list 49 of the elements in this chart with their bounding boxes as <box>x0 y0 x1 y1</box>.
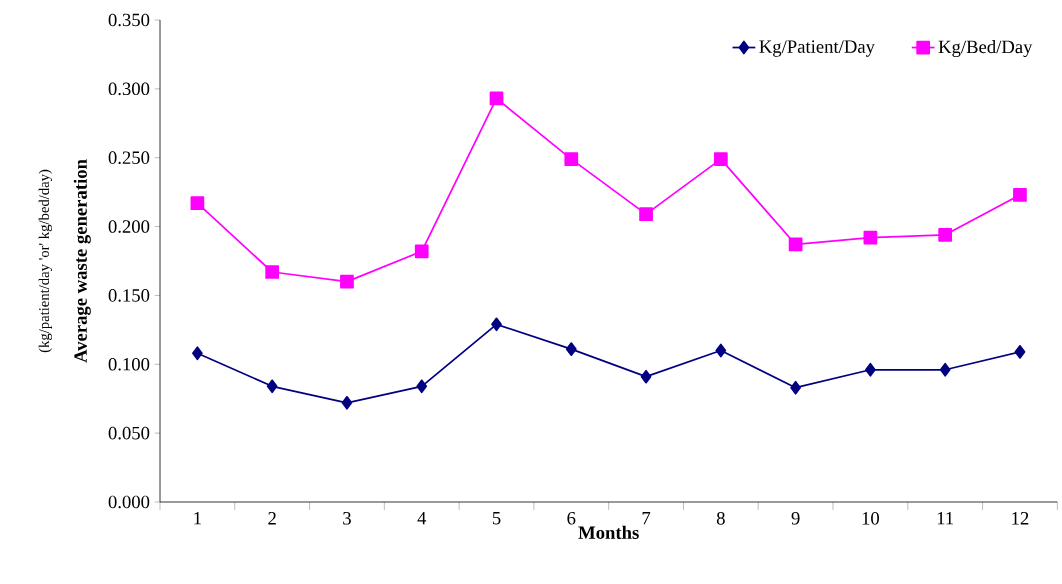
point <box>790 380 801 395</box>
x-axis-title: Months <box>578 525 639 539</box>
x-tick-label: 8 <box>716 512 725 525</box>
y-tick-label: 0.100 <box>108 357 150 371</box>
x-tick-label: 3 <box>343 512 351 525</box>
point <box>414 244 429 259</box>
x-tick-label: 6 <box>567 512 576 525</box>
point <box>340 274 354 289</box>
legend-label: Kg/Bed/Day <box>938 40 1033 58</box>
point <box>565 342 577 356</box>
point <box>788 237 803 252</box>
point <box>564 152 579 166</box>
y-tick-label: 0.150 <box>108 289 150 302</box>
point <box>416 379 428 394</box>
x-tick-label: 1 <box>194 512 201 525</box>
point <box>489 91 504 106</box>
y-tick-label: 0.200 <box>108 220 150 233</box>
x-tick-label: 4 <box>417 512 427 525</box>
y-tick-label: 0.300 <box>108 82 150 96</box>
point <box>192 346 203 361</box>
x-tick-label: 11 <box>937 512 954 525</box>
y-tick-label: 0.350 <box>108 13 150 27</box>
point <box>639 207 653 222</box>
point <box>865 362 876 377</box>
y-axis-title: Average waste generation <box>73 159 91 363</box>
point <box>713 152 728 166</box>
point <box>190 196 205 211</box>
point <box>939 362 951 377</box>
y-tick-label: 0.250 <box>108 151 150 165</box>
point <box>1013 188 1027 202</box>
y-tick-label: 0.050 <box>108 426 150 440</box>
point <box>640 369 652 384</box>
x-tick-label: 7 <box>642 512 651 525</box>
point <box>938 227 953 242</box>
point <box>715 343 727 358</box>
x-tick-label: 12 <box>1012 512 1029 525</box>
x-tick-label: 5 <box>492 512 501 525</box>
x-tick-label: 9 <box>791 512 800 525</box>
point <box>1014 345 1026 359</box>
point <box>491 317 502 332</box>
legend-label: Kg/Patient/Day <box>759 40 875 57</box>
x-tick-label: 10 <box>862 512 880 525</box>
point <box>266 379 278 394</box>
point <box>265 265 280 279</box>
x-tick-label: 2 <box>268 512 276 525</box>
point <box>863 230 878 245</box>
text: (kg/patient/day 'or' kg/bed/day) <box>38 169 53 353</box>
y-tick-label: 0.000 <box>108 495 150 509</box>
point <box>341 395 353 410</box>
